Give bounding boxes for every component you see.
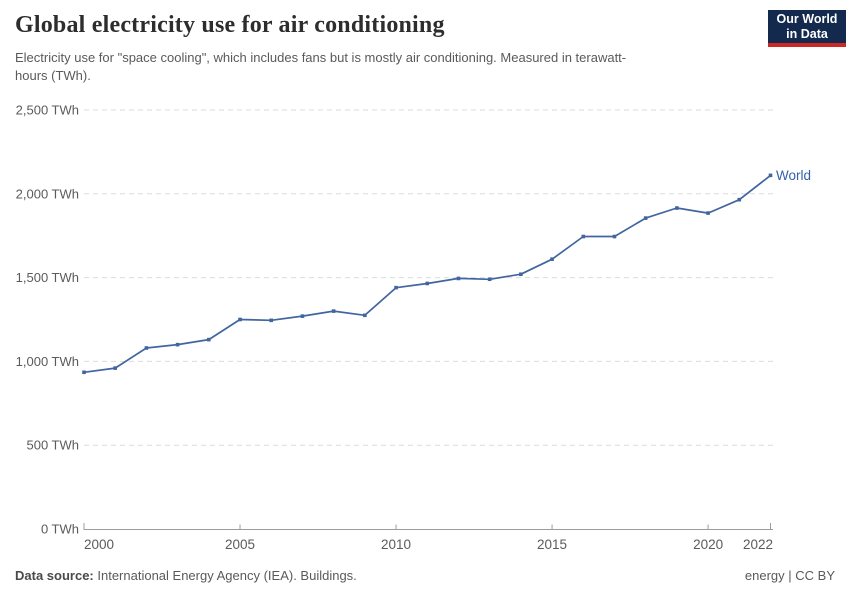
data-point-marker (456, 276, 461, 281)
page-title: Global electricity use for air condition… (15, 12, 445, 38)
data-point-marker (175, 342, 180, 347)
data-point-marker (300, 314, 305, 318)
y-axis-tick-label: 1,000 TWh (16, 354, 79, 369)
data-point-marker (675, 206, 679, 210)
data-point-marker (238, 317, 242, 322)
chart-subtitle: Electricity use for "space cooling", whi… (15, 49, 627, 84)
data-point-marker (706, 211, 710, 215)
x-axis-tick-label: 2020 (693, 537, 723, 552)
y-axis-tick-label: 2,500 TWh (16, 103, 79, 118)
chart-footer: Data source: International Energy Agency… (15, 568, 835, 583)
data-point-marker (363, 313, 367, 318)
data-point-marker (144, 346, 149, 350)
data-point-marker (269, 318, 274, 323)
chart-header: Global electricity use for air condition… (15, 12, 755, 86)
data-source-text: International Energy Agency (IEA). Build… (93, 568, 357, 583)
data-point-marker (643, 216, 648, 220)
data-point-marker (550, 257, 554, 261)
x-axis-tick-label: 2005 (225, 537, 255, 552)
data-source-label: Data source: (15, 568, 94, 583)
x-axis-tick-label: 2022 (743, 537, 773, 552)
data-line (83, 174, 772, 374)
data-point-marker (487, 277, 492, 282)
data-point-marker (519, 272, 523, 277)
y-axis-tick-label: 0 TWh (41, 522, 79, 537)
data-point-marker (82, 370, 86, 375)
data-point-marker (113, 366, 118, 370)
x-axis-tick-label: 2015 (537, 537, 567, 552)
x-axis-tick-label: 2010 (381, 537, 411, 552)
data-point-marker (425, 281, 430, 286)
owid-logo[interactable]: Our World in Data (768, 10, 846, 47)
owid-logo-line1: Our World (776, 11, 838, 26)
y-axis-tick-label: 1,500 TWh (16, 270, 79, 285)
y-axis-tick-label: 500 TWh (26, 438, 79, 453)
y-axis-tick-label: 2,000 TWh (16, 186, 79, 201)
data-point-marker (581, 234, 586, 239)
data-point-marker (394, 285, 398, 290)
license-note: energy | CC BY (744, 568, 835, 583)
data-point-marker (331, 309, 336, 313)
data-point-marker (612, 234, 617, 239)
data-point-marker (207, 337, 211, 342)
series-end-label: World (776, 168, 811, 183)
x-axis-tick-label: 2000 (84, 537, 114, 552)
data-point-marker (737, 197, 742, 202)
owid-logo-line2: in Data (786, 26, 828, 41)
data-source: Data source: International Energy Agency… (15, 568, 357, 583)
data-point-marker (768, 173, 773, 178)
